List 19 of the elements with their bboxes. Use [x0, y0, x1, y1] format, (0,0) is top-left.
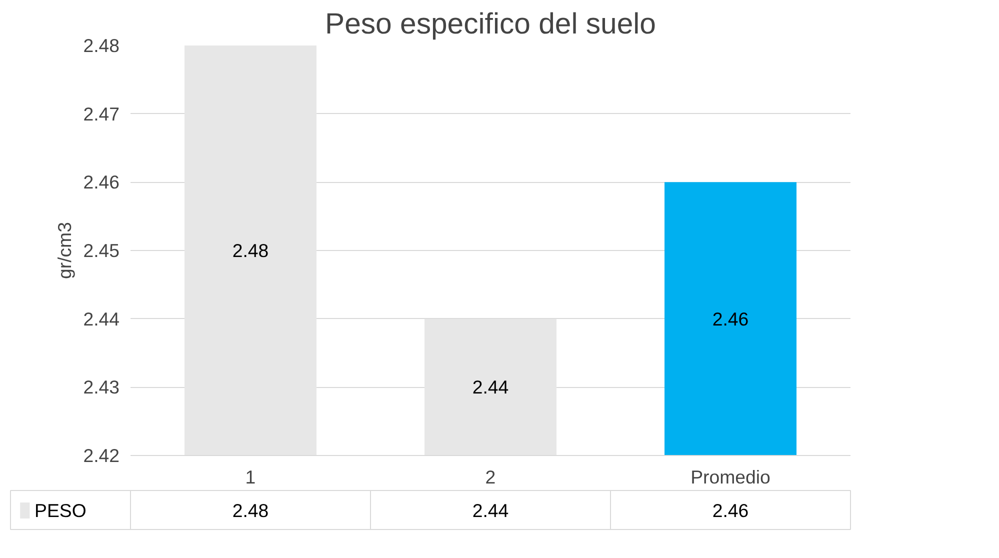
x-tick-label: Promedio: [690, 466, 770, 488]
data-label: 2.48: [232, 240, 269, 261]
y-tick-label: 2.44: [83, 308, 120, 330]
text: 2.44: [472, 500, 509, 521]
y-tick-label: 2.47: [83, 103, 120, 124]
data-label: 2.44: [472, 376, 509, 398]
y-tick-label: 2.46: [83, 172, 120, 193]
text: 2.46: [712, 500, 749, 521]
legend-label: PESO: [34, 500, 86, 521]
x-tick-label: 2: [485, 466, 496, 488]
text: 2.48: [232, 500, 269, 521]
chart-title: Peso especifico del suelo: [325, 8, 656, 40]
y-tick-label: 2.45: [83, 240, 120, 261]
x-tick-label: 1: [245, 466, 256, 488]
y-tick-label: 2.43: [83, 376, 120, 398]
data-label: 2.46: [712, 308, 749, 330]
y-tick-label: 2.48: [83, 35, 120, 56]
y-axis-title: gr/cm3: [54, 222, 76, 280]
y-tick-label: 2.42: [83, 445, 120, 466]
